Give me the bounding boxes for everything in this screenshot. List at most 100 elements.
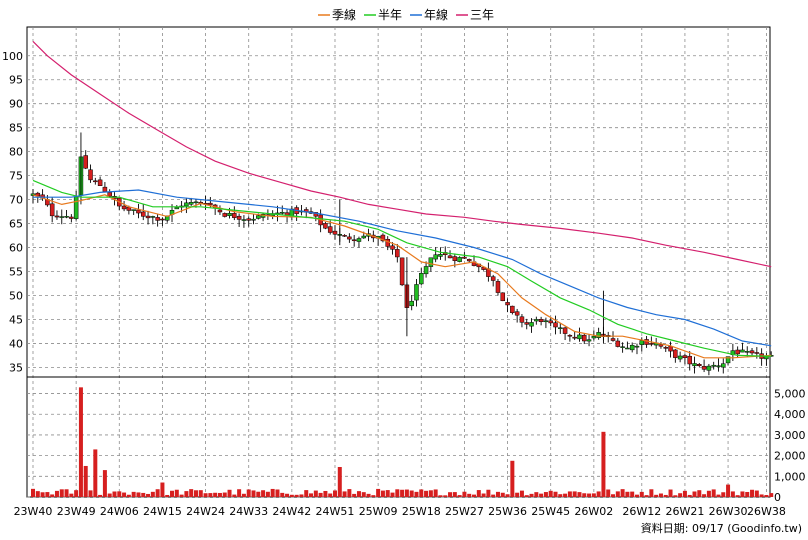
- volume-bar: [438, 495, 443, 497]
- candle-body: [452, 256, 458, 261]
- volume-bar: [467, 493, 472, 497]
- volume-bar: [443, 495, 448, 497]
- volume-bar: [395, 489, 400, 497]
- candle-body: [399, 257, 405, 286]
- x-tick-label: 26W12: [622, 505, 661, 518]
- volume-bar: [179, 494, 184, 497]
- volume-bar: [136, 492, 141, 497]
- volume-bar: [165, 494, 170, 497]
- candle-body: [466, 259, 472, 262]
- volume-bar: [754, 490, 759, 497]
- candle-body: [160, 218, 165, 221]
- x-tick-label: 26W21: [665, 505, 704, 518]
- volume-bar: [361, 492, 366, 497]
- volume-bar: [126, 494, 131, 497]
- volume-bar: [155, 489, 160, 497]
- candle-body: [323, 223, 328, 229]
- volume-bar: [668, 489, 673, 497]
- candle-body: [697, 364, 702, 366]
- x-tick-label: 24W15: [143, 505, 182, 518]
- volume-bar: [198, 490, 203, 497]
- candle-body: [500, 292, 506, 302]
- volume-bar: [189, 489, 194, 497]
- volume-bar: [256, 491, 261, 497]
- volume-bar: [237, 489, 242, 497]
- volume-bar: [332, 490, 337, 497]
- volume-bar: [74, 490, 79, 497]
- volume-bar: [606, 489, 611, 497]
- volume-bar: [428, 490, 433, 497]
- candle-body: [184, 202, 189, 207]
- volume-bar: [64, 489, 69, 497]
- volume-bar: [745, 491, 750, 497]
- x-tick-label: 23W49: [57, 505, 96, 518]
- candle-body: [490, 276, 496, 281]
- volume-bar: [726, 484, 731, 497]
- candle-body: [433, 254, 438, 260]
- candle-body: [131, 209, 136, 211]
- candle-body: [682, 355, 688, 359]
- candle-body: [721, 363, 726, 368]
- volume-bar: [203, 493, 208, 497]
- volume-bar: [534, 492, 539, 497]
- candle-body: [69, 216, 74, 219]
- candle-body: [462, 256, 467, 259]
- candle-body: [740, 349, 745, 353]
- x-tick-label: 25W36: [488, 505, 527, 518]
- candle-body: [610, 338, 616, 341]
- volume-bar: [222, 492, 227, 497]
- candle-body: [102, 186, 108, 192]
- candle-body: [495, 281, 501, 293]
- volume-bar: [69, 493, 74, 497]
- candle-body: [136, 209, 141, 214]
- volume-bar: [515, 492, 520, 497]
- candle-body: [327, 226, 333, 233]
- legend-label: 季線: [332, 7, 356, 22]
- x-tick-label: 26W02: [574, 505, 613, 518]
- candle-body: [562, 327, 568, 334]
- volume-bar: [261, 490, 266, 497]
- volume-bar: [352, 493, 357, 497]
- candle-body: [145, 215, 151, 219]
- candle-body: [663, 347, 668, 349]
- volume-bar: [251, 490, 256, 497]
- candle-body: [510, 305, 515, 313]
- volume-bar: [582, 493, 587, 497]
- legend-label: 三年: [470, 8, 494, 22]
- candle-body: [677, 355, 683, 360]
- volume-bar: [88, 490, 93, 497]
- x-tick-label: 25W18: [402, 505, 441, 518]
- volume-bar: [702, 494, 707, 497]
- volume-bar: [184, 491, 189, 497]
- volume-bar: [342, 491, 347, 497]
- price-tick-label: 75: [9, 170, 23, 183]
- candle-body: [356, 238, 362, 242]
- volume-bar: [366, 493, 371, 497]
- candle-body: [155, 217, 160, 221]
- x-tick-label: 24W06: [100, 505, 139, 518]
- price-tick-label: 95: [9, 74, 23, 87]
- volume-bar: [31, 488, 35, 497]
- volume-bar: [146, 493, 151, 497]
- candle-body: [414, 284, 419, 301]
- volume-bar: [102, 470, 107, 497]
- volume-bar: [217, 492, 222, 497]
- volume-bar: [457, 495, 462, 497]
- candle-body: [514, 311, 520, 316]
- candle-body: [385, 238, 390, 247]
- volume-bar: [500, 492, 505, 497]
- volume-bar: [409, 490, 414, 497]
- candle-body: [428, 257, 434, 267]
- volume-bar: [83, 465, 88, 497]
- volume-bar: [246, 489, 251, 497]
- legend-label: 半年: [378, 8, 402, 22]
- candle-body: [236, 215, 242, 220]
- candle-body: [577, 334, 582, 340]
- candle-body: [567, 334, 573, 337]
- candle-body: [351, 239, 357, 242]
- volume-bar: [682, 490, 687, 497]
- volume-bar: [529, 493, 534, 497]
- volume-grid: 0 1,000 2,000 3,000 4,000 5,000: [26, 376, 806, 504]
- volume-bar: [639, 491, 644, 497]
- price-tick-label: 60: [9, 242, 23, 255]
